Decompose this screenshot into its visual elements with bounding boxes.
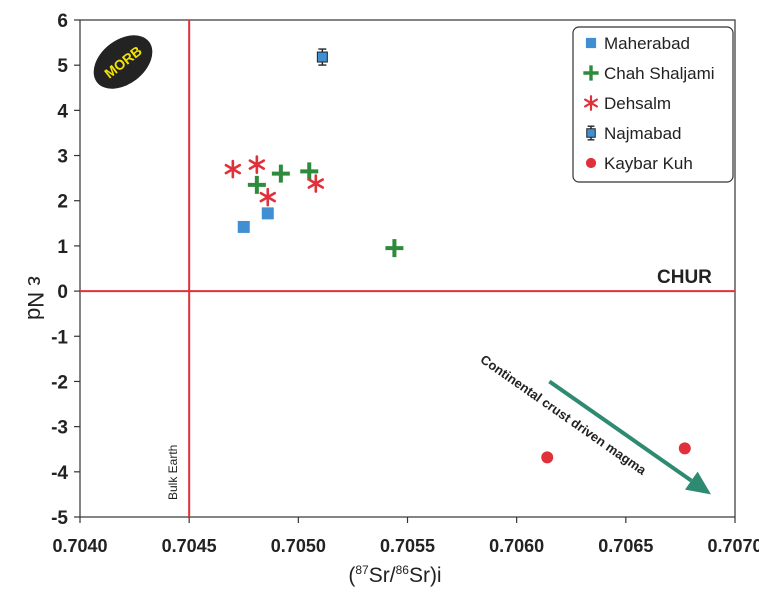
x-title-open: ( — [348, 564, 355, 587]
legend-marker-dehsalm — [584, 95, 598, 111]
y-tick-label: -2 — [51, 372, 68, 393]
y-tick-label: 0 — [57, 282, 68, 303]
legend-marker-chah-shaljami — [583, 65, 599, 81]
arrow-shaft — [548, 379, 693, 483]
legend-label-kaybar-kuh: Kaybar Kuh — [604, 154, 693, 173]
y-tick-label: -4 — [51, 463, 68, 484]
legend-label-dehsalm: Dehsalm — [604, 94, 671, 113]
y-tick-label: 6 — [57, 11, 68, 32]
data-point-chah-shaljami — [271, 164, 290, 183]
data-points — [224, 48, 691, 464]
x-tick-label: 0.7060 — [489, 536, 544, 556]
data-point-dehsalm — [307, 174, 325, 193]
x-tick-label: 0.7050 — [271, 536, 326, 556]
x-axis-ticks: 0.7040 0.7045 0.7050 0.7055 0.7060 0.7065 0.70… — [52, 517, 759, 556]
x-tick-label: 0.7055 — [380, 536, 435, 556]
x-title-close: Sr)i — [409, 564, 442, 587]
x-title-sup-86: 86 — [396, 563, 410, 577]
data-point-dehsalm — [259, 187, 276, 207]
y-tick-label: -5 — [51, 508, 68, 529]
x-tick-label: 0.7040 — [52, 536, 107, 556]
morb-ellipse — [93, 35, 153, 89]
bulk-earth-label: Bulk Earth — [166, 445, 180, 500]
y-tick-label: 5 — [57, 56, 68, 77]
y-tick-label: 3 — [57, 147, 68, 168]
data-point-dehsalm — [248, 155, 266, 174]
y-tick-label: 2 — [57, 192, 68, 213]
legend-label-najmabad: Najmabad — [604, 124, 682, 143]
data-point-dehsalm — [224, 159, 242, 179]
y-axis-title: ε Nd — [23, 276, 48, 320]
x-title-sup-87: 87 — [355, 563, 369, 577]
data-point-maherabad — [261, 207, 274, 220]
data-point-kaybar-kuh — [541, 451, 554, 464]
y-tick-label: -1 — [51, 327, 68, 348]
y-axis-ticks: 6 5 4 3 2 1 0 -1 -2 -3 -4 -5 — [51, 11, 80, 529]
data-point-najmabad — [316, 51, 328, 63]
x-tick-label: 0.7045 — [162, 536, 217, 556]
data-point-kaybar-kuh — [678, 442, 691, 455]
x-tick-label: 0.7070 — [707, 536, 759, 556]
chur-label: CHUR — [657, 267, 712, 288]
data-point-chah-shaljami — [247, 175, 266, 194]
legend-marker-maherabad — [585, 37, 597, 49]
x-axis-title: (87Sr/86Sr)i — [348, 563, 441, 587]
morb-field: MORB — [93, 35, 153, 89]
legend-box — [572, 26, 734, 183]
y-tick-label: -3 — [51, 418, 68, 439]
legend-label-maherabad: Maherabad — [604, 34, 690, 53]
y-tick-label: 1 — [57, 237, 68, 258]
continental-crust-arrow — [548, 379, 711, 495]
data-point-chah-shaljami — [300, 162, 319, 181]
x-tick-label: 0.7065 — [598, 536, 653, 556]
data-point-chah-shaljami — [385, 239, 404, 258]
x-title-sr-slash: Sr/ — [369, 564, 396, 587]
legend-marker-kaybar-kuh — [585, 157, 597, 169]
legend-label-chah-shaljami: Chah Shaljami — [604, 64, 715, 83]
legend-marker-najmabad — [586, 128, 596, 138]
legend: Maherabad Chah Shaljami Dehsalm Najmabad Kay… — [572, 26, 734, 183]
legend-items: Maherabad Chah Shaljami Dehsalm Najmabad Kay… — [583, 34, 715, 173]
arrow-head — [685, 471, 711, 495]
data-point-maherabad — [237, 220, 250, 233]
y-tick-label: 4 — [57, 101, 68, 122]
